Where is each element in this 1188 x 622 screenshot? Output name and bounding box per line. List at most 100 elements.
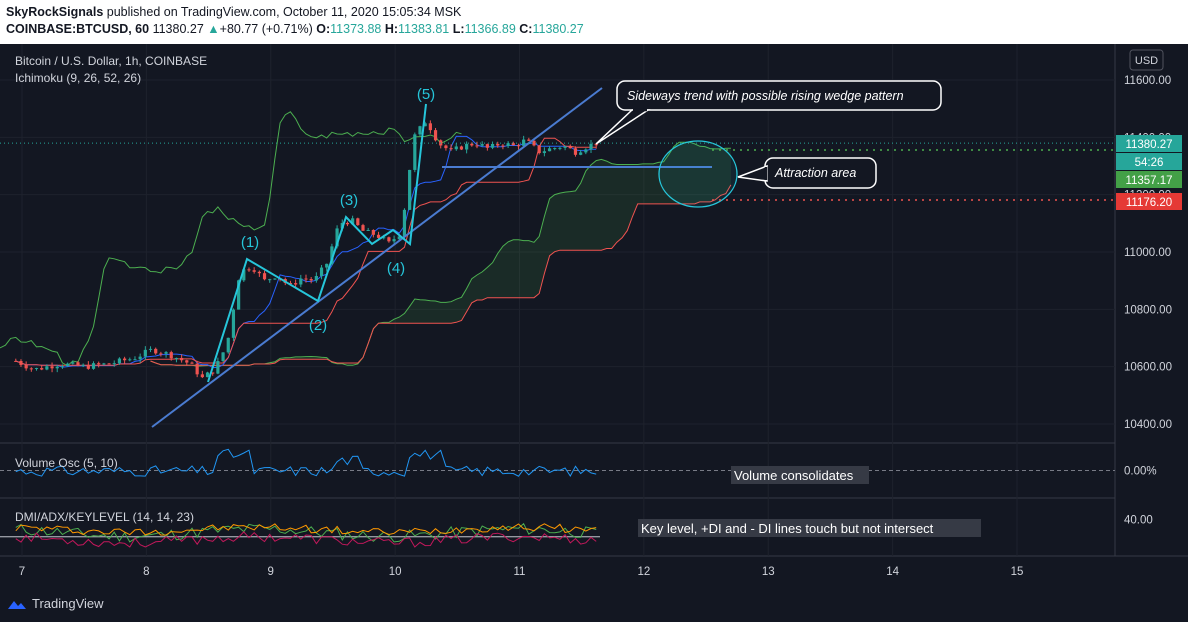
- adx-line: [15, 523, 597, 536]
- candle-body: [356, 218, 360, 226]
- candle-body: [319, 267, 324, 276]
- footer: TradingView: [0, 586, 1188, 622]
- candle-body: [169, 352, 173, 359]
- candle-body: [547, 148, 552, 152]
- candle-body: [252, 270, 256, 272]
- wave-label-5: (5): [417, 86, 435, 103]
- candle-body: [454, 146, 458, 150]
- candle-body: [14, 360, 18, 362]
- y-tick-label: 11000.00: [1124, 247, 1171, 259]
- cloud-fill: [150, 142, 731, 367]
- candle-body: [387, 237, 391, 242]
- candle-body: [444, 145, 448, 149]
- candle-body: [553, 148, 557, 150]
- candle-body: [408, 169, 412, 210]
- candle-body: [216, 360, 220, 374]
- price-scale[interactable]: 11600.0011400.0011200.0011000.0010800.00…: [1124, 75, 1172, 431]
- elliott-wave-path[interactable]: [207, 103, 427, 383]
- wedge-trend-line[interactable]: [151, 87, 603, 428]
- candle-body: [506, 143, 510, 146]
- candle-body: [563, 146, 567, 148]
- volume-osc-pane: 0.00%: [0, 448, 1157, 478]
- candle-body: [55, 366, 59, 369]
- candle-body: [107, 363, 111, 365]
- candle-body: [428, 123, 432, 131]
- candle-body: [112, 363, 116, 365]
- attraction-note-pointer: [737, 164, 768, 182]
- y-tick-label: 10600.00: [1124, 362, 1172, 374]
- key-level-note-bg: [638, 519, 981, 537]
- volume-osc-legend[interactable]: Volume Osc (5, 10): [15, 456, 118, 470]
- currency-button[interactable]: [1129, 49, 1164, 71]
- candle-body: [257, 271, 261, 274]
- currency-button-label: USD: [1135, 55, 1158, 67]
- price-change: +80.77 (+0.71%): [219, 22, 313, 36]
- low-value: 11366.89: [464, 22, 516, 36]
- candle-body: [579, 152, 583, 155]
- publish-header: SkyRockSignals published on TradingView.…: [0, 0, 1188, 44]
- candle-body: [180, 357, 184, 361]
- candle-body: [568, 146, 572, 149]
- symbol-info: COINBASE:BTCUSD, 60 11380.27 ▲+80.77 (+0…: [6, 22, 584, 36]
- candle-body: [470, 143, 474, 146]
- candle-body: [117, 358, 122, 364]
- candle-body: [522, 139, 526, 146]
- candle-body: [71, 362, 75, 364]
- wedge-note-box[interactable]: [616, 80, 942, 111]
- tradingview-brand: TradingView: [32, 596, 104, 611]
- candle-body: [413, 134, 417, 170]
- candle-body: [485, 144, 489, 148]
- change-arrow-icon: ▲: [207, 22, 220, 36]
- tradingview-logo[interactable]: TradingView: [6, 596, 104, 611]
- candle-body: [465, 143, 469, 150]
- candle-body: [325, 263, 329, 268]
- drawings[interactable]: [0, 87, 1115, 428]
- wave-label-4: (4): [387, 260, 405, 277]
- last-price: 11380.27: [152, 22, 204, 36]
- chart-canvas[interactable]: 0.00% 40.00 11600.0011400.0011200.001100…: [0, 44, 1188, 586]
- author-name[interactable]: SkyRockSignals: [6, 5, 104, 19]
- candle-body: [309, 279, 313, 281]
- candle-body: [164, 352, 168, 354]
- attraction-area-ellipse[interactable]: [658, 140, 738, 208]
- candle-body: [423, 123, 427, 127]
- chart-title: Bitcoin / U.S. Dollar, 1h, COINBASE: [15, 54, 207, 68]
- dmi-legend[interactable]: DMI/ADX/KEYLEVEL (14, 14, 23): [15, 510, 194, 524]
- candle-body: [480, 144, 484, 146]
- candle-body: [418, 126, 422, 135]
- last-price-badge: 11380.27: [1116, 135, 1182, 152]
- candle-body: [242, 269, 246, 281]
- candle-body: [371, 229, 375, 235]
- candle-body: [34, 368, 39, 370]
- candle-body: [195, 363, 199, 375]
- candle-body: [60, 366, 65, 368]
- candle-body: [76, 362, 80, 366]
- ichimoku-legend[interactable]: Ichimoku (9, 26, 52, 26): [15, 71, 141, 85]
- candle-body: [138, 356, 142, 360]
- candle-body: [86, 364, 90, 369]
- candle-body: [200, 374, 204, 378]
- last-price-badge-text: 11380.27: [1125, 139, 1172, 151]
- candle-body: [433, 130, 438, 141]
- candle-body: [511, 143, 515, 146]
- candle-body: [345, 222, 350, 225]
- candle-body: [382, 237, 386, 239]
- candle-body: [40, 368, 44, 370]
- candle-body: [299, 278, 303, 285]
- candle-body: [351, 218, 355, 225]
- volume-note-bg: [731, 466, 869, 484]
- candle-body: [558, 147, 562, 149]
- candle-body: [81, 364, 85, 366]
- volume-note-text: Volume consolidates: [734, 468, 854, 483]
- candle-body: [516, 145, 521, 147]
- green-level-badge: 11357.17: [1116, 171, 1182, 188]
- candle-body: [402, 209, 407, 237]
- ichimoku-lines: [0, 111, 597, 368]
- candle-body: [589, 143, 593, 150]
- candle-body: [247, 269, 251, 271]
- candle-body: [190, 362, 194, 364]
- time-scale[interactable]: 7 8 9 10 11 12 13 14 15: [19, 566, 1024, 578]
- candle-body: [584, 149, 588, 153]
- candle-body: [490, 143, 495, 148]
- candle-body: [594, 143, 598, 146]
